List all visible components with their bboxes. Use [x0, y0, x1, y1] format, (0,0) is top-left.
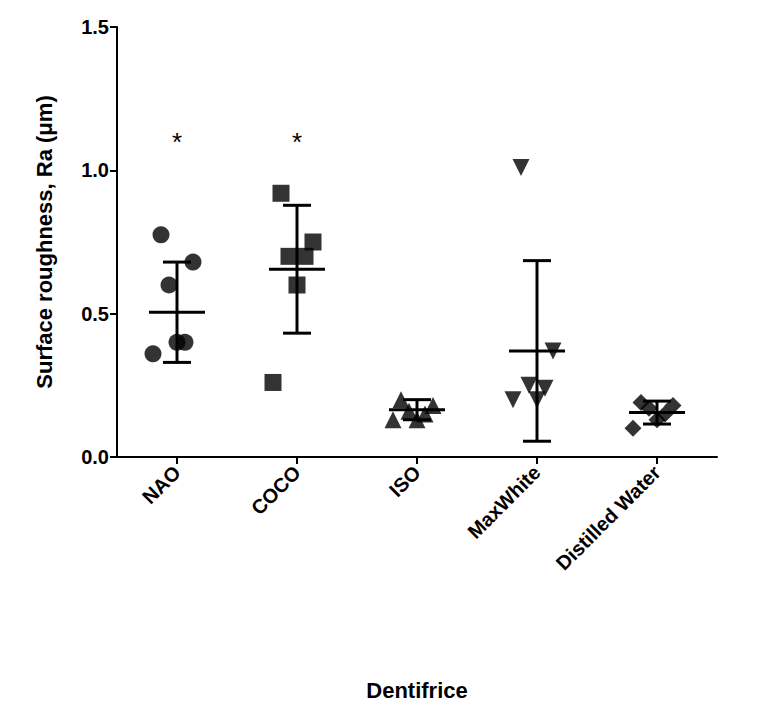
svg-text:0.0: 0.0	[81, 446, 109, 468]
svg-text:0.5: 0.5	[81, 303, 109, 325]
svg-text:1.5: 1.5	[81, 16, 109, 38]
svg-text:*: *	[172, 127, 182, 157]
svg-text:Dentifrice: Dentifrice	[366, 678, 467, 703]
svg-text:MaxWhite: MaxWhite	[463, 461, 545, 543]
svg-text:COCO: COCO	[247, 461, 305, 519]
svg-text:*: *	[292, 127, 302, 157]
svg-text:ISO: ISO	[385, 461, 425, 501]
svg-text:Distilled Water: Distilled Water	[552, 461, 665, 574]
svg-text:1.0: 1.0	[81, 159, 109, 181]
svg-text:Surface roughness, Ra (μm): Surface roughness, Ra (μm)	[32, 95, 57, 388]
svg-text:NAO: NAO	[138, 461, 185, 508]
